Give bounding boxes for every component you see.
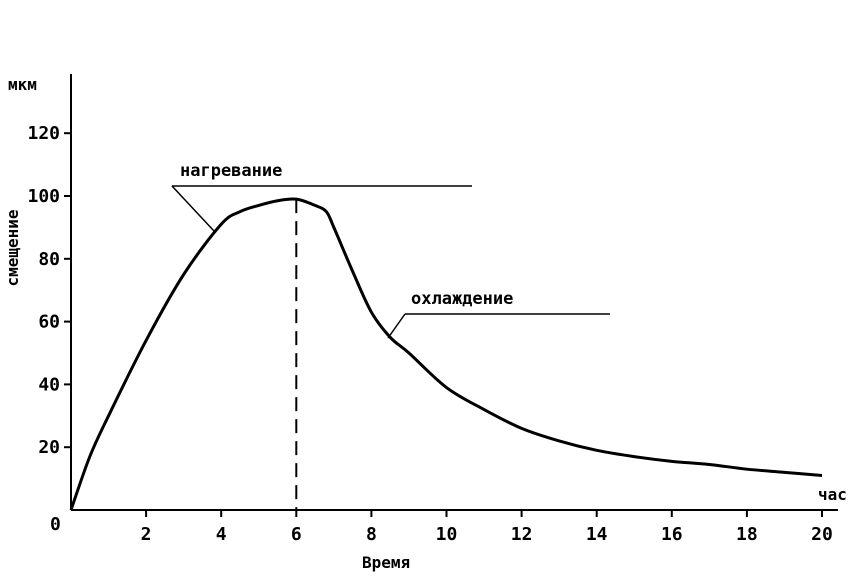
x-tick-label: 8 bbox=[366, 524, 377, 545]
origin-label: 0 bbox=[50, 514, 61, 535]
y-tick-label: 80 bbox=[38, 249, 60, 270]
annotation-label: нагревание bbox=[180, 161, 282, 181]
x-tick-label: 6 bbox=[291, 524, 302, 545]
y-tick-label: 60 bbox=[38, 312, 60, 333]
x-tick-label: 20 bbox=[811, 524, 833, 545]
y-unit-label: мкм bbox=[8, 75, 37, 94]
x-tick-label: 14 bbox=[586, 524, 608, 545]
y-tick-label: 40 bbox=[38, 374, 60, 395]
x-tick-label: 18 bbox=[736, 524, 758, 545]
x-tick-label: 2 bbox=[141, 524, 152, 545]
x-tick-label: 16 bbox=[661, 524, 683, 545]
annotation-leader bbox=[171, 185, 215, 232]
y-ticks: 20 40 60 80 100 120 bbox=[27, 123, 71, 458]
y-tick-label: 100 bbox=[27, 186, 60, 207]
annotation-label: охлаждение bbox=[411, 289, 513, 309]
x-tick-label: 10 bbox=[436, 524, 458, 545]
x-tick-label: 4 bbox=[216, 524, 227, 545]
series-group bbox=[69, 197, 823, 511]
x-axis-label: Время bbox=[362, 553, 410, 572]
y-tick-label: 20 bbox=[38, 437, 60, 458]
x-tick-label: 12 bbox=[511, 524, 533, 545]
annotation-leader bbox=[387, 313, 406, 339]
x-ticks: 2 4 6 8 10 12 14 16 18 20 bbox=[141, 510, 833, 545]
annotations: нагревание охлаждение bbox=[171, 161, 610, 339]
series-line bbox=[69, 197, 823, 511]
x-unit-label: час bbox=[818, 485, 847, 504]
chart-axes bbox=[70, 74, 838, 511]
y-axis-label: смещение bbox=[3, 209, 22, 286]
y-tick-label: 120 bbox=[27, 123, 60, 144]
